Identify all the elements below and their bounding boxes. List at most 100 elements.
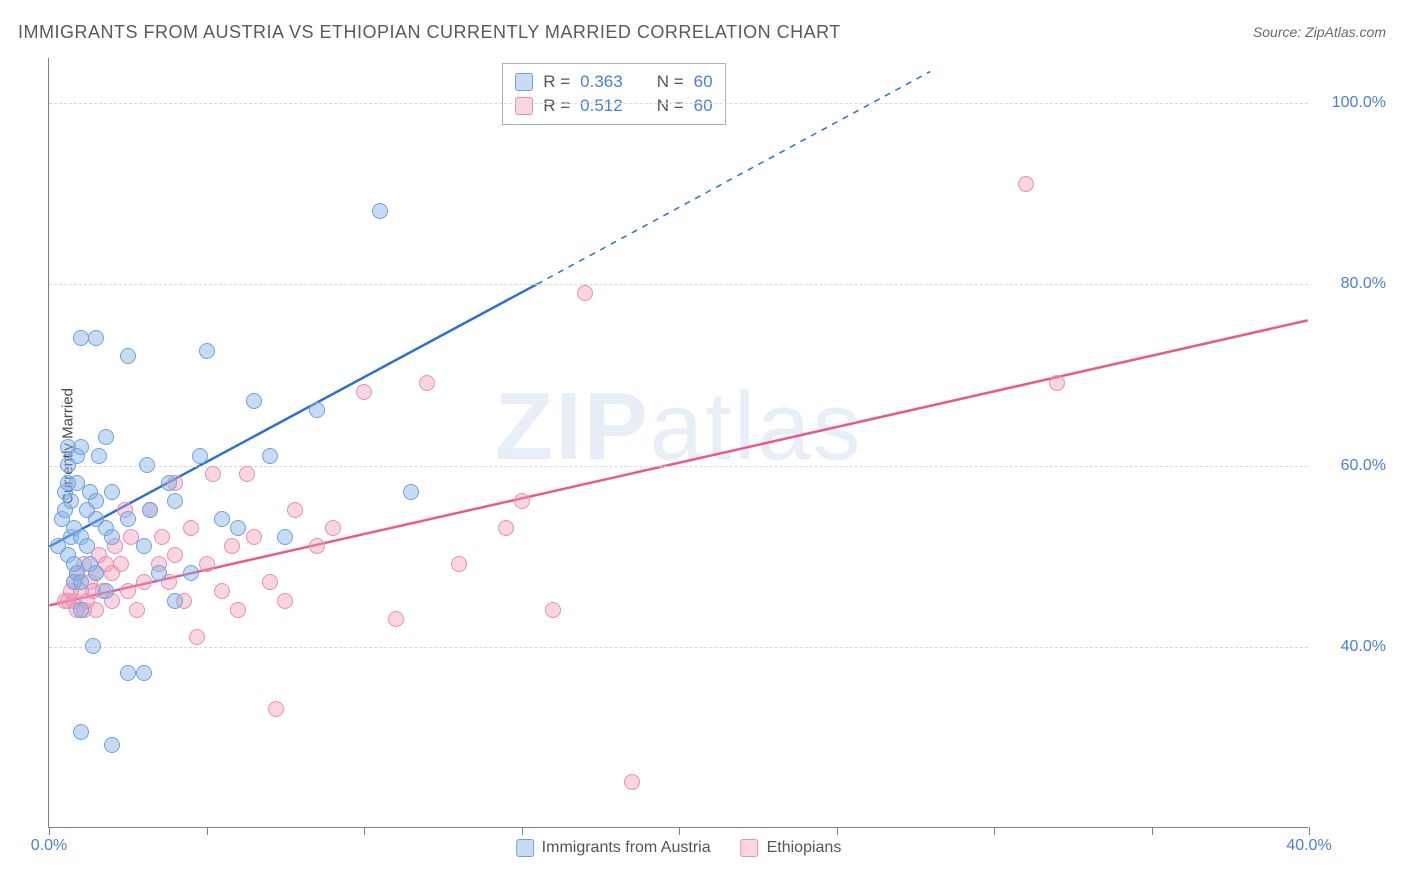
source-attribution: Source: ZipAtlas.com <box>1253 24 1386 40</box>
legend-swatch <box>515 97 533 115</box>
data-point-ethiopians <box>262 574 278 590</box>
gridline-y <box>49 466 1308 467</box>
gridline-y <box>49 647 1308 648</box>
data-point-austria <box>136 538 152 554</box>
stat-n-value: 60 <box>694 72 713 92</box>
data-point-ethiopians <box>189 629 205 645</box>
data-point-austria <box>139 457 155 473</box>
data-point-ethiopians <box>1018 176 1034 192</box>
x-tick <box>522 827 523 835</box>
data-point-ethiopians <box>277 593 293 609</box>
correlation-stats-box: R = 0.363 N = 60R = 0.512 N = 60 <box>502 63 725 125</box>
stats-row-austria: R =0.363N =60 <box>515 70 712 94</box>
data-point-ethiopians <box>268 701 284 717</box>
stat-n-label: N = <box>657 96 684 116</box>
x-tick <box>994 827 995 835</box>
watermark-bold: ZIP <box>494 373 649 480</box>
data-point-austria <box>277 529 293 545</box>
y-tick-label: 80.0% <box>1341 275 1386 293</box>
data-point-austria <box>88 493 104 509</box>
stat-r-label: R = <box>543 72 570 92</box>
data-point-austria <box>73 602 89 618</box>
data-point-ethiopians <box>120 583 136 599</box>
data-point-austria <box>309 402 325 418</box>
legend-swatch <box>515 73 533 91</box>
x-tick <box>679 827 680 835</box>
data-point-ethiopians <box>136 574 152 590</box>
data-point-ethiopians <box>230 602 246 618</box>
data-point-ethiopians <box>498 520 514 536</box>
data-point-austria <box>88 330 104 346</box>
data-point-austria <box>73 439 89 455</box>
data-point-ethiopians <box>88 602 104 618</box>
series-legend: Immigrants from Austria Ethiopians <box>516 839 842 857</box>
data-point-ethiopians <box>113 556 129 572</box>
data-point-austria <box>73 574 89 590</box>
data-point-ethiopians <box>356 384 372 400</box>
x-tick <box>1309 827 1310 835</box>
data-point-austria <box>120 511 136 527</box>
data-point-austria <box>98 583 114 599</box>
trend-lines-layer <box>49 58 1308 827</box>
data-point-ethiopians <box>129 602 145 618</box>
data-point-austria <box>85 638 101 654</box>
data-point-austria <box>73 724 89 740</box>
watermark-thin: atlas <box>650 373 863 480</box>
gridline-y <box>49 103 1308 104</box>
chart-title: IMMIGRANTS FROM AUSTRIA VS ETHIOPIAN CUR… <box>18 22 841 43</box>
stat-r-value: 0.363 <box>580 72 623 92</box>
data-point-ethiopians <box>545 602 561 618</box>
data-point-ethiopians <box>1049 375 1065 391</box>
data-point-austria <box>120 348 136 364</box>
data-point-austria <box>192 448 208 464</box>
data-point-ethiopians <box>167 547 183 563</box>
x-tick-label: 40.0% <box>1286 837 1331 855</box>
data-point-ethiopians <box>287 502 303 518</box>
data-point-ethiopians <box>514 493 530 509</box>
data-point-ethiopians <box>224 538 240 554</box>
y-tick-label: 40.0% <box>1341 638 1386 656</box>
data-point-ethiopians <box>154 529 170 545</box>
data-point-ethiopians <box>239 466 255 482</box>
data-point-ethiopians <box>577 285 593 301</box>
stat-r-value: 0.512 <box>580 96 623 116</box>
data-point-ethiopians <box>451 556 467 572</box>
legend-label: Ethiopians <box>767 839 842 857</box>
x-tick-label: 0.0% <box>31 837 67 855</box>
data-point-austria <box>151 565 167 581</box>
data-point-austria <box>167 493 183 509</box>
data-point-austria <box>104 484 120 500</box>
data-point-austria <box>246 393 262 409</box>
data-point-austria <box>142 502 158 518</box>
data-point-austria <box>403 484 419 500</box>
legend-item-ethiopians: Ethiopians <box>741 839 842 857</box>
data-point-ethiopians <box>624 774 640 790</box>
data-point-austria <box>262 448 278 464</box>
data-point-austria <box>120 665 136 681</box>
x-tick <box>837 827 838 835</box>
data-point-ethiopians <box>199 556 215 572</box>
legend-swatch <box>516 839 534 857</box>
x-tick <box>1152 827 1153 835</box>
data-point-ethiopians <box>325 520 341 536</box>
data-point-ethiopians <box>246 529 262 545</box>
data-point-austria <box>98 429 114 445</box>
data-point-austria <box>167 593 183 609</box>
x-tick <box>49 827 50 835</box>
legend-label: Immigrants from Austria <box>542 839 711 857</box>
data-point-austria <box>183 565 199 581</box>
stat-r-label: R = <box>543 96 570 116</box>
x-tick <box>364 827 365 835</box>
legend-item-austria: Immigrants from Austria <box>516 839 711 857</box>
y-tick-label: 100.0% <box>1332 94 1386 112</box>
data-point-ethiopians <box>183 520 199 536</box>
data-point-austria <box>199 343 215 359</box>
y-tick-label: 60.0% <box>1341 457 1386 475</box>
x-tick <box>207 827 208 835</box>
data-point-austria <box>161 475 177 491</box>
stat-n-value: 60 <box>694 96 713 116</box>
stats-row-ethiopians: R = 0.512 N = 60 <box>515 94 712 118</box>
trend-line <box>49 320 1307 605</box>
data-point-austria <box>372 203 388 219</box>
data-point-austria <box>79 538 95 554</box>
